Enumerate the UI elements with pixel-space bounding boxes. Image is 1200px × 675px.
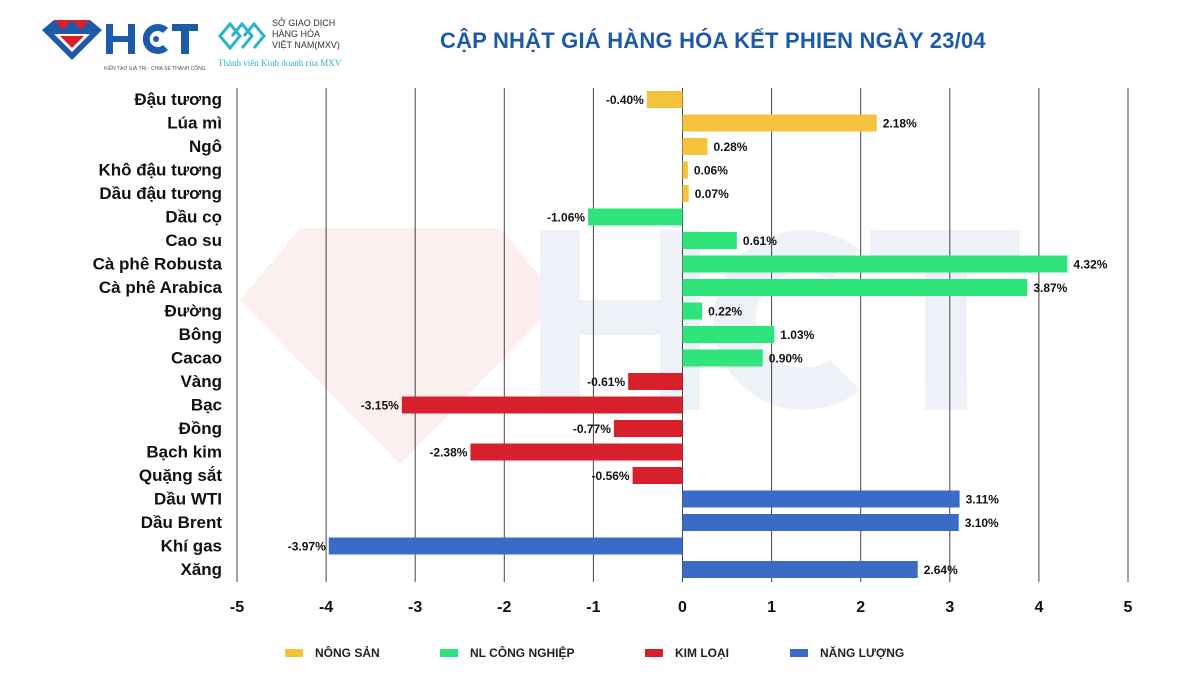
x-tick-label: -3 (408, 599, 422, 616)
category-label: Đậu tương (134, 90, 222, 109)
legend-label: KIM LOẠI (675, 646, 729, 660)
category-label: Vàng (180, 372, 222, 391)
hct-logo (42, 20, 198, 60)
data-label: -3.97% (288, 540, 326, 554)
mxv-line: SỞ GIAO DỊCH (272, 18, 336, 28)
data-label: -2.38% (429, 446, 467, 460)
bar (682, 561, 918, 578)
category-label: Khô đậu tương (98, 161, 222, 180)
x-tick-label: 3 (945, 599, 954, 616)
category-label: Cacao (171, 349, 222, 368)
category-label: Bông (179, 325, 222, 344)
bar (401, 396, 683, 414)
data-label: -0.77% (573, 422, 611, 436)
bar (682, 326, 775, 343)
category-label: Bạch kim (146, 443, 222, 462)
bar (632, 467, 683, 484)
category-label: Đồng (179, 419, 222, 438)
bar (646, 91, 683, 108)
x-tick-label: -4 (319, 599, 333, 616)
category-label: Cà phê Robusta (93, 255, 223, 274)
legend-label: NÔNG SẢN (315, 646, 380, 660)
data-label: 3.10% (965, 516, 999, 530)
category-label: Xăng (180, 560, 222, 579)
legend-swatch (645, 649, 663, 657)
category-label: Khí gas (161, 537, 222, 556)
data-label: -3.15% (361, 399, 399, 413)
bar (682, 185, 689, 202)
category-label: Dầu cọ (165, 208, 222, 227)
bar (328, 537, 683, 555)
category-label: Dầu đậu tương (99, 184, 222, 203)
hct-tagline: KIẾN TẠO GIÁ TRỊ - CHIA SẺ THÀNH CÔNG (104, 66, 206, 72)
bar (682, 255, 1068, 273)
legend-swatch (285, 649, 303, 657)
bar (682, 490, 960, 508)
x-tick-label: 0 (678, 599, 687, 616)
data-label: 2.18% (883, 117, 917, 131)
bar (613, 420, 683, 437)
category-label: Ngô (189, 137, 222, 156)
data-label: 0.22% (708, 305, 742, 319)
x-tick-label: 2 (856, 599, 865, 616)
data-label: 1.03% (780, 328, 814, 342)
category-label: Dầu WTI (154, 490, 222, 509)
data-label: 0.61% (743, 234, 777, 248)
x-tick-label: -2 (497, 599, 511, 616)
category-label: Cà phê Arabica (99, 278, 223, 297)
data-label: 3.11% (966, 493, 1000, 507)
bar (682, 161, 688, 179)
x-tick-label: 5 (1124, 599, 1133, 616)
data-label: 3.87% (1033, 281, 1067, 295)
category-label: Dầu Brent (141, 513, 223, 532)
legend-label: NL CÔNG NGHIỆP (470, 646, 575, 660)
mxv-line: HÀNG HÓA (272, 29, 321, 39)
legend-swatch (790, 649, 808, 657)
data-label: -0.40% (606, 93, 644, 107)
legend-item: KIM LOẠI (645, 646, 729, 660)
legend-item: NÔNG SẢN (285, 646, 380, 660)
data-label: 4.32% (1073, 258, 1107, 272)
mxv-line: VIỆT NAM(MXV) (272, 40, 340, 50)
data-label: 0.90% (769, 352, 803, 366)
legend-item: NĂNG LƯỢNG (790, 646, 904, 660)
category-label: Bạc (191, 396, 222, 415)
bar (628, 373, 683, 390)
bar (682, 138, 708, 155)
data-label: -0.61% (587, 375, 625, 389)
legend-item: NL CÔNG NGHIỆP (440, 646, 574, 660)
bar (470, 443, 683, 461)
x-tick-label: 4 (1034, 599, 1043, 616)
data-label: 0.28% (713, 140, 747, 154)
x-tick-label: -1 (586, 599, 600, 616)
category-label: Lúa mì (167, 114, 222, 133)
bar (682, 302, 703, 320)
bar (682, 114, 877, 132)
category-label: Đường (165, 302, 222, 321)
x-tick-label: 1 (767, 599, 776, 616)
category-label: Cao su (165, 231, 222, 250)
mxv-logo (218, 21, 266, 51)
bar (682, 349, 763, 367)
mxv-subtitle: Thành viên Kinh doanh của MXV (218, 58, 342, 68)
bar (682, 232, 737, 249)
data-label: 2.64% (924, 563, 958, 577)
legend-swatch (440, 649, 458, 657)
bar (588, 208, 683, 226)
x-tick-label: -5 (230, 599, 244, 616)
category-label: Quặng sắt (139, 466, 222, 485)
bar (682, 279, 1028, 296)
data-label: 0.07% (695, 187, 729, 201)
data-label: 0.06% (694, 164, 728, 178)
data-label: -1.06% (547, 211, 585, 225)
legend-label: NĂNG LƯỢNG (820, 646, 905, 660)
bar (682, 514, 959, 531)
mxv-name: SỞ GIAO DỊCH HÀNG HÓA VIỆT NAM(MXV) (272, 18, 340, 51)
page-title: CẬP NHẬT GIÁ HÀNG HÓA KẾT PHIEN NGÀY 23/… (440, 28, 986, 53)
data-label: -0.56% (592, 469, 630, 483)
